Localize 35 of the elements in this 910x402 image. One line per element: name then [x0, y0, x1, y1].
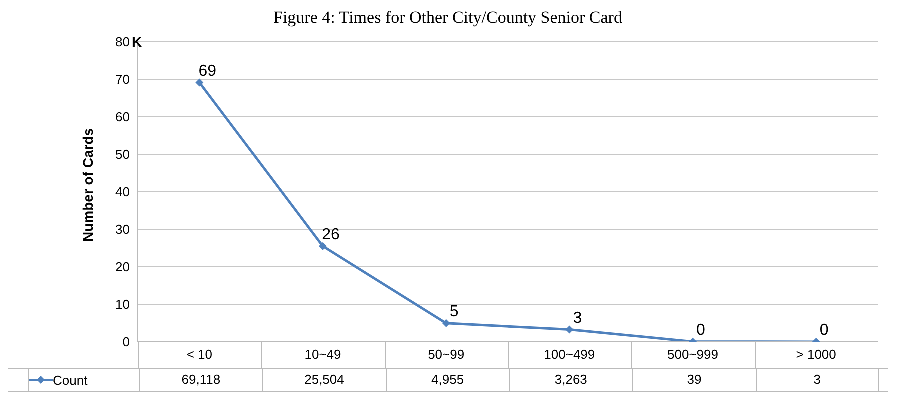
point [566, 326, 574, 334]
annotation: 0 [820, 322, 829, 339]
annotation: 26 [322, 226, 340, 244]
text: 3,263 [508, 369, 632, 391]
x-tick-label: < 10 [186, 347, 213, 362]
legend-label: Count [53, 372, 88, 388]
x-tick-label: 10~49 [304, 347, 342, 362]
annotation: 5 [450, 303, 459, 320]
y-tick-label: 20 [116, 260, 130, 275]
point [442, 319, 450, 328]
y-tick-label: 10 [116, 297, 130, 312]
chart-title: Figure 4: Times for Other City/County Senior Card [272, 8, 624, 29]
y-tick-label: 80 [116, 34, 130, 50]
annotation: 69 [198, 62, 217, 80]
text: 3 [756, 369, 879, 391]
x-tick-label: > 1000 [796, 347, 836, 362]
x-tick-label: 100~499 [544, 347, 596, 362]
y-tick-label: 0 [122, 334, 130, 350]
y-tick-label: 40 [116, 184, 130, 200]
text: 39 [632, 369, 756, 391]
annotation: 3 [573, 310, 582, 327]
text: 69,118 [139, 369, 262, 391]
annotation: K [132, 34, 142, 50]
annotation: 0 [696, 322, 706, 339]
point [319, 242, 327, 250]
y-tick-label: 30 [116, 222, 130, 238]
y-tick-label: 70 [116, 72, 130, 88]
y-axis-title: Number of Cards [80, 128, 96, 242]
y-tick-label: 50 [116, 147, 130, 162]
point [196, 78, 204, 87]
text: 4,955 [386, 369, 509, 391]
text: 25,504 [262, 369, 386, 391]
x-tick-label: 50~99 [428, 347, 465, 362]
x-tick-label: 500~999 [668, 347, 718, 362]
y-tick-label: 60 [116, 110, 130, 125]
